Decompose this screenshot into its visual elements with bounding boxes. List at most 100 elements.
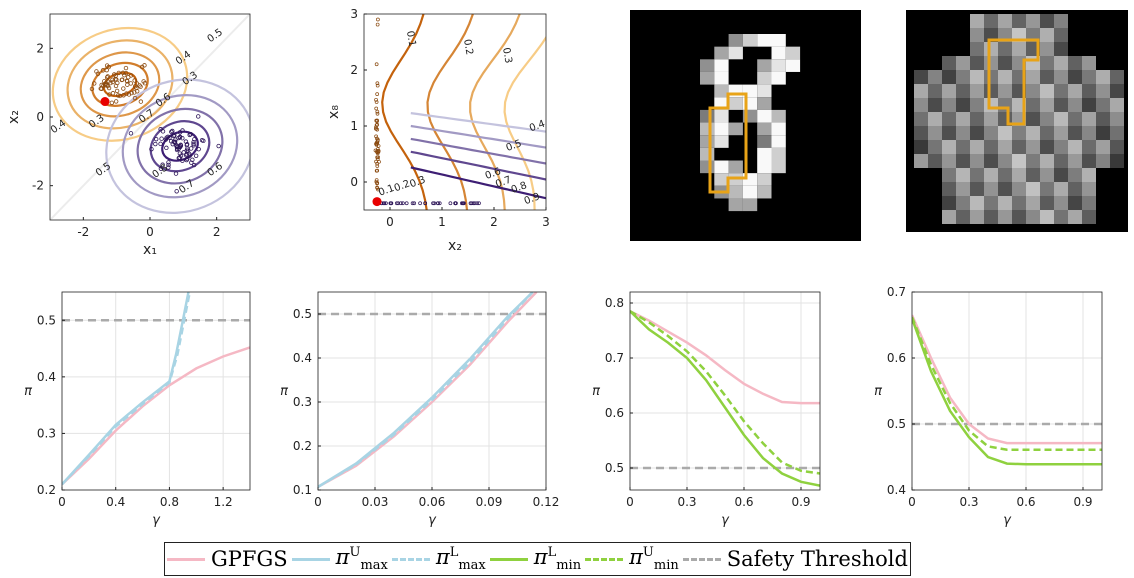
point-purple xyxy=(160,162,165,167)
pixel xyxy=(1040,42,1054,56)
x-tick-label: 0.8 xyxy=(160,495,179,509)
point-purple xyxy=(188,132,193,137)
contour-label: 0.2 xyxy=(461,38,475,56)
pixel xyxy=(1054,168,1068,182)
point-purple xyxy=(158,166,164,171)
y-tick-label: 0.3 xyxy=(37,426,56,440)
point-orange xyxy=(375,127,380,132)
pixel xyxy=(714,84,729,98)
pixel xyxy=(700,160,715,174)
axes-box xyxy=(363,13,547,211)
point-orange xyxy=(123,65,129,71)
point-orange xyxy=(113,83,119,89)
legend-item-pimax-l: πLmax xyxy=(391,545,486,573)
x-tick-label: 0.6 xyxy=(734,495,753,509)
point-orange xyxy=(108,80,113,86)
pixel xyxy=(998,182,1012,196)
point-purple xyxy=(423,201,428,206)
x-tick-label: 0.9 xyxy=(1073,495,1092,509)
contour-orange xyxy=(381,14,428,210)
pixel xyxy=(998,42,1012,56)
contour-purple xyxy=(136,107,224,185)
pixel xyxy=(970,154,984,168)
pixel xyxy=(700,122,715,136)
y-tick-label: 0 xyxy=(350,175,358,189)
axes-box xyxy=(61,291,251,491)
pixel xyxy=(956,168,970,182)
pixel xyxy=(1026,168,1040,182)
pixel xyxy=(1012,196,1026,210)
pixel xyxy=(714,46,729,60)
pixel xyxy=(1054,140,1068,154)
y-tick-label: 0.5 xyxy=(293,307,312,321)
series-line-pi-min-L xyxy=(912,317,1102,466)
point-purple xyxy=(399,201,403,206)
pixel xyxy=(1054,112,1068,126)
legend-item-pimin-l: πLmin xyxy=(489,545,581,573)
pixel xyxy=(1040,28,1054,42)
point-orange xyxy=(129,90,134,96)
pixel xyxy=(984,196,998,210)
pixel xyxy=(942,210,956,224)
point-purple xyxy=(448,201,453,206)
point-orange xyxy=(375,161,380,166)
point-purple xyxy=(436,201,440,206)
point-orange xyxy=(121,86,126,91)
pixel xyxy=(928,126,942,140)
pixel xyxy=(1082,126,1096,140)
legend-swatch-gpfgs xyxy=(167,557,205,561)
x-tick-label: -2 xyxy=(77,225,89,239)
x-tick-label: 0 xyxy=(146,225,154,239)
pixel xyxy=(914,70,928,84)
pixel xyxy=(742,198,758,212)
pixel xyxy=(1068,70,1082,84)
point-purple xyxy=(174,189,179,194)
pixel xyxy=(942,182,956,196)
point-purple xyxy=(384,201,388,206)
x-tick-label: 0.06 xyxy=(419,495,446,509)
y-axis-label: x₈ xyxy=(326,105,342,119)
contour-orange xyxy=(79,51,161,118)
pixel xyxy=(970,28,984,42)
x-tick-label: 1 xyxy=(438,215,446,229)
pixel xyxy=(1082,84,1096,98)
point-purple xyxy=(437,201,442,206)
pixel xyxy=(728,34,743,47)
point-purple xyxy=(149,146,154,152)
contour-label: 0.7 xyxy=(494,175,513,191)
y-tick-label: 0.4 xyxy=(293,351,312,365)
legend-swatch-threshold xyxy=(682,557,721,561)
contour-label: 0.9 xyxy=(523,191,542,207)
pixel xyxy=(984,140,998,154)
pixel xyxy=(1068,182,1082,196)
pixel xyxy=(970,70,984,84)
point-orange xyxy=(104,63,110,68)
pixel xyxy=(998,196,1012,210)
pixel xyxy=(1068,196,1082,210)
point-purple xyxy=(164,135,169,140)
pixel xyxy=(984,112,998,126)
point-purple xyxy=(178,142,183,147)
pixel xyxy=(1082,98,1096,112)
line-panel-1: 0 0.4 0.8 1.2 0.2 0.3 0.4 0.5 γ π xyxy=(24,291,251,528)
pixel xyxy=(970,196,984,210)
pixel xyxy=(970,126,984,140)
pixel xyxy=(1054,126,1068,140)
point-purple xyxy=(196,114,201,119)
pixel xyxy=(757,109,772,123)
pixel xyxy=(998,168,1012,182)
series-line-GPFGS xyxy=(630,310,820,405)
point-orange xyxy=(375,155,380,160)
pixel xyxy=(757,59,772,72)
pixel xyxy=(970,210,984,224)
point-purple xyxy=(153,136,159,142)
point-orange xyxy=(104,67,109,73)
point-purple xyxy=(189,160,194,165)
pixel xyxy=(1068,168,1082,182)
series-line-pi-min-L xyxy=(630,310,820,487)
pixel xyxy=(914,98,928,112)
pixel xyxy=(728,46,743,60)
point-orange xyxy=(375,22,380,27)
point-orange xyxy=(377,159,381,164)
series-line-GPFGS xyxy=(318,292,538,488)
